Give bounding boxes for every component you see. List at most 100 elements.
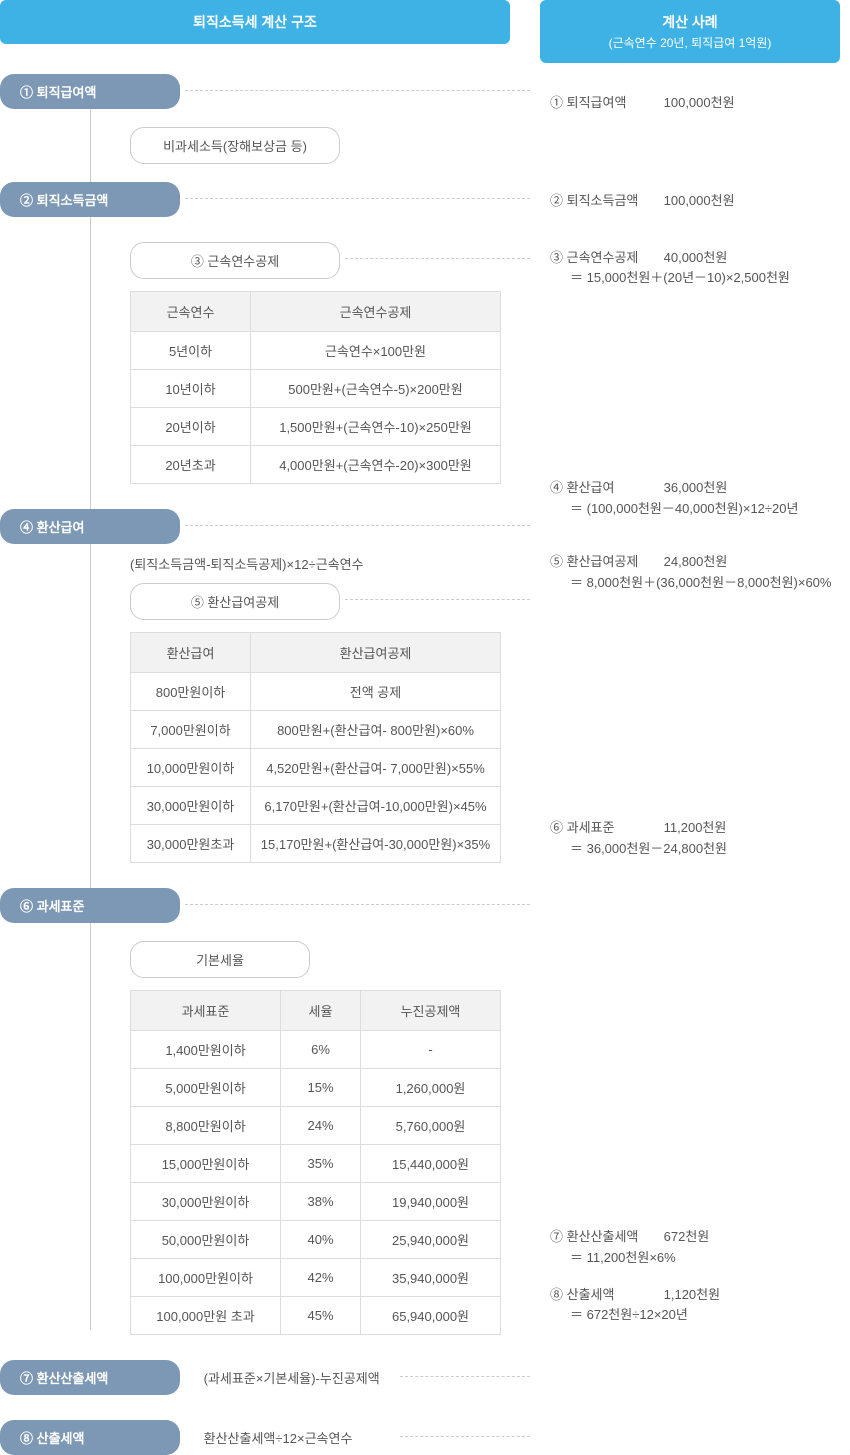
table-cell: 5,760,000원: [361, 1107, 501, 1145]
table-cell: 7,000만원이하: [131, 711, 251, 749]
table-cell: 100,000만원이하: [131, 1259, 281, 1297]
step-7-formula: (과세표준×기본세율)-누진공제액: [204, 1371, 380, 1386]
table-cell: 500만원+(근속연수-5)×200만원: [251, 370, 501, 408]
service-years-deduction-box: ③ 근속연수공제: [130, 242, 340, 279]
table-cell: 24%: [281, 1107, 361, 1145]
table-cell: 30,000만원초과: [131, 825, 251, 863]
table-cell: 35%: [281, 1145, 361, 1183]
table-row: 15,000만원이하35%15,440,000원: [131, 1145, 501, 1183]
table-cell: 6%: [281, 1031, 361, 1069]
example-label: ② 퇴직소득금액: [550, 191, 660, 212]
dash-connector: [185, 904, 530, 905]
table-row: 30,000만원이하6,170만원+(환산급여-10,000만원)×45%: [131, 787, 501, 825]
example-8: ⑧ 산출세액 1,120천원 ＝ 672천원÷12×20년: [550, 1285, 850, 1327]
example-header-title: 계산 사례: [662, 14, 717, 30]
tax-rate-table: 과세표준 세율 누진공제액 1,400만원이하6%-5,000만원이하15%1,…: [130, 990, 501, 1335]
table-cell: 1,260,000원: [361, 1069, 501, 1107]
example-7: ⑦ 환산산출세액 672천원 ＝ 11,200천원×6%: [550, 1227, 850, 1269]
table-cell: 4,520만원+(환산급여- 7,000만원)×55%: [251, 749, 501, 787]
table-cell: 15,440,000원: [361, 1145, 501, 1183]
example-label: ⑥ 과세표준: [550, 818, 660, 839]
dash-connector: [345, 599, 530, 600]
table-header: 환산급여공제: [251, 633, 501, 673]
table-cell: 1,400만원이하: [131, 1031, 281, 1069]
dash-connector: [345, 258, 530, 259]
nontax-income-box: 비과세소득(장해보상금 등): [130, 127, 340, 164]
table-cell: 6,170만원+(환산급여-10,000만원)×45%: [251, 787, 501, 825]
example-value: 36,000천원: [664, 478, 728, 499]
table-header: 세율: [281, 991, 361, 1031]
table-cell: 8,800만원이하: [131, 1107, 281, 1145]
example-formula: ＝ (100,000천원－40,000천원)×12÷20년: [570, 499, 850, 520]
example-value: 1,120천원: [664, 1285, 720, 1306]
table-cell: 42%: [281, 1259, 361, 1297]
vertical-connector: [90, 80, 91, 1330]
table-cell: 10년이하: [131, 370, 251, 408]
table-row: 5년이하근속연수×100만원: [131, 332, 501, 370]
table-cell: 50,000만원이하: [131, 1221, 281, 1259]
structure-header: 퇴직소득세 계산 구조: [0, 0, 510, 44]
example-formula: ＝ 672천원÷12×20년: [570, 1305, 850, 1326]
table-cell: 20년초과: [131, 446, 251, 484]
step-6: ⑥ 과세표준: [0, 888, 530, 923]
table-cell: 800만원+(환산급여- 800만원)×60%: [251, 711, 501, 749]
table-header: 환산급여: [131, 633, 251, 673]
table-row: 10년이하500만원+(근속연수-5)×200만원: [131, 370, 501, 408]
table-row: 100,000만원이하42%35,940,000원: [131, 1259, 501, 1297]
table-cell: 800만원이하: [131, 673, 251, 711]
table-row: 50,000만원이하40%25,940,000원: [131, 1221, 501, 1259]
table-row: 30,000만원이하38%19,940,000원: [131, 1183, 501, 1221]
table-cell: 30,000만원이하: [131, 787, 251, 825]
service-years-table: 근속연수 근속연수공제 5년이하근속연수×100만원10년이하500만원+(근속…: [130, 291, 501, 484]
example-label: ① 퇴직급여액: [550, 93, 660, 114]
step-8-formula: 환산산출세액÷12×근속연수: [204, 1431, 353, 1446]
structure-column: 퇴직소득세 계산 구조 ① 퇴직급여액 비과세소득(장해보상금 등) ② 퇴직소…: [0, 0, 530, 1455]
converted-pay-table: 환산급여 환산급여공제 800만원이하전액 공제7,000만원이하800만원+(…: [130, 632, 501, 863]
step-3-sub-wrap: ③ 근속연수공제: [130, 242, 530, 279]
example-formula: ＝ 11,200천원×6%: [570, 1248, 850, 1269]
example-label: ⑧ 산출세액: [550, 1285, 660, 1306]
table-cell: 65,940,000원: [361, 1297, 501, 1335]
example-4: ④ 환산급여 36,000천원 ＝ (100,000천원－40,000천원)×1…: [550, 478, 850, 520]
example-header-sub: (근속연수 20년, 퇴직급여 1억원): [540, 34, 840, 51]
table-cell: 25,940,000원: [361, 1221, 501, 1259]
dash-connector: [400, 1436, 530, 1437]
example-column: 계산 사례 (근속연수 20년, 퇴직급여 1억원) ① 퇴직급여액 100,0…: [530, 0, 850, 1455]
table-cell: 15,170만원+(환산급여-30,000만원)×35%: [251, 825, 501, 863]
table-row: 800만원이하전액 공제: [131, 673, 501, 711]
dash-connector: [185, 525, 530, 526]
table-cell: 35,940,000원: [361, 1259, 501, 1297]
table-header: 근속연수: [131, 292, 251, 332]
example-formula: ＝ 8,000천원＋(36,000천원－8,000천원)×60%: [570, 573, 850, 594]
example-formula: ＝ 15,000천원＋(20년－10)×2,500천원: [570, 268, 850, 289]
step-1-sub-wrap: 비과세소득(장해보상금 등): [130, 127, 530, 164]
step-1: ① 퇴직급여액: [0, 74, 530, 109]
example-formula: ＝ 36,000천원－24,800천원: [570, 839, 850, 860]
example-label: ⑦ 환산산출세액: [550, 1227, 660, 1248]
table-row: 5,000만원이하15%1,260,000원: [131, 1069, 501, 1107]
table-cell: 30,000만원이하: [131, 1183, 281, 1221]
step-5-sub-wrap: ⑤ 환산급여공제: [130, 583, 530, 620]
dash-connector: [185, 198, 530, 199]
example-3: ③ 근속연수공제 40,000천원 ＝ 15,000천원＋(20년－10)×2,…: [550, 248, 850, 290]
step-7-badge: ⑦ 환산산출세액: [0, 1360, 180, 1395]
table-header: 누진공제액: [361, 991, 501, 1031]
table-cell: 15,000만원이하: [131, 1145, 281, 1183]
table-cell: 15%: [281, 1069, 361, 1107]
table-row: 1,400만원이하6%-: [131, 1031, 501, 1069]
table-cell: 20년이하: [131, 408, 251, 446]
table-cell: 전액 공제: [251, 673, 501, 711]
example-value: 100,000천원: [664, 191, 735, 212]
table-cell: 10,000만원이하: [131, 749, 251, 787]
converted-pay-deduction-box: ⑤ 환산급여공제: [130, 583, 340, 620]
dash-connector: [185, 90, 530, 91]
table-cell: 40%: [281, 1221, 361, 1259]
table-row: 100,000만원 초과45%65,940,000원: [131, 1297, 501, 1335]
step-4: ④ 환산급여: [0, 509, 530, 544]
example-5: ⑤ 환산급여공제 24,800천원 ＝ 8,000천원＋(36,000천원－8,…: [550, 552, 850, 594]
table-row: 7,000만원이하800만원+(환산급여- 800만원)×60%: [131, 711, 501, 749]
example-label: ④ 환산급여: [550, 478, 660, 499]
example-1: ① 퇴직급여액 100,000천원: [550, 93, 850, 114]
step-2-badge: ② 퇴직소득금액: [0, 182, 180, 217]
table-cell: -: [361, 1031, 501, 1069]
